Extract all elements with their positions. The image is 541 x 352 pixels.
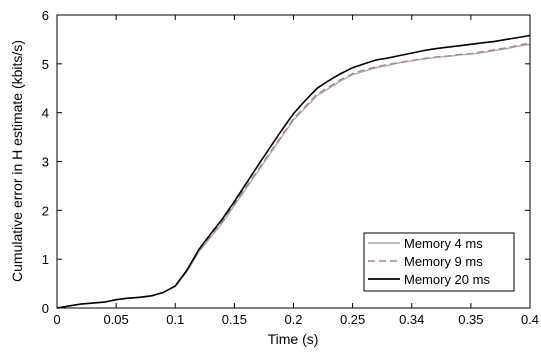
x-axis-ticks: 0 0.05 0.1 0.15 0.2 0.25 0.34 0.35 0.4: [53, 15, 539, 327]
series-line-2: [56, 34, 531, 309]
y-tick-label: 2: [42, 203, 49, 218]
legend-label-0: Memory 4 ms: [404, 236, 483, 251]
series-layer: [56, 34, 531, 309]
x-tick-label: 0.05: [103, 312, 128, 327]
x-tick-label: 0.34: [399, 312, 424, 327]
y-tick-label: 1: [42, 252, 49, 267]
y-tick-label: 5: [42, 57, 49, 72]
legend-label-2: Memory 20 ms: [404, 272, 490, 287]
x-tick-label: 0: [53, 312, 60, 327]
y-axis-ticks: 0 1 2 3 4 5 6: [42, 8, 530, 316]
x-tick-label: 0.25: [340, 312, 365, 327]
x-tick-label: 0.4: [521, 312, 539, 327]
x-tick-label: 0.2: [284, 312, 302, 327]
y-tick-label: 3: [42, 155, 49, 170]
x-tick-label: 0.1: [166, 312, 184, 327]
y-tick-label: 6: [42, 8, 49, 23]
x-tick-label: 0.35: [458, 312, 483, 327]
y-tick-label: 4: [42, 106, 49, 121]
x-axis-label: Time (s): [268, 331, 319, 347]
legend-label-1: Memory 9 ms: [404, 254, 483, 269]
y-axis-label: Cumulative error in H estimate (kbits/s): [9, 40, 25, 282]
legend: Memory 4 ms Memory 9 ms Memory 20 ms: [363, 232, 515, 292]
x-tick-label: 0.15: [222, 312, 247, 327]
y-tick-label: 0: [42, 301, 49, 316]
